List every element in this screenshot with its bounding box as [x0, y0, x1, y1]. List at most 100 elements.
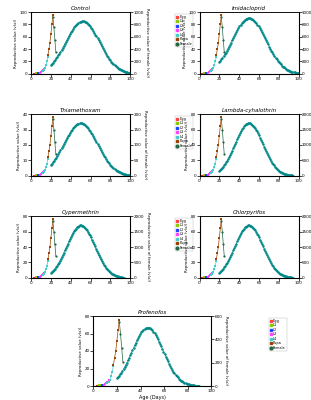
- Point: [202, 274, 207, 281]
- Point: [207, 273, 212, 280]
- Point: [35, 274, 40, 280]
- Point: [40, 170, 45, 177]
- Point: [222, 253, 227, 260]
- Point: [41, 169, 46, 175]
- Legend: Egg, L1, L2, L3, L4, Pupa, Female: Egg, L1, L2, L3, L4, Pupa, Female: [175, 14, 193, 47]
- Point: [104, 380, 109, 386]
- Point: [215, 46, 220, 52]
- Point: [206, 172, 211, 178]
- Point: [45, 53, 50, 60]
- Point: [38, 172, 43, 178]
- Point: [105, 380, 110, 386]
- Point: [221, 37, 226, 43]
- Y-axis label: Reproductive value (v(x)): Reproductive value (v(x)): [15, 18, 18, 68]
- Point: [44, 160, 49, 167]
- Point: [212, 266, 217, 272]
- Point: [52, 37, 57, 43]
- Point: [36, 70, 41, 76]
- Point: [117, 318, 122, 325]
- Point: [50, 216, 55, 222]
- Point: [215, 250, 220, 256]
- Point: [38, 70, 43, 76]
- Point: [111, 363, 116, 370]
- Point: [100, 382, 105, 388]
- Title: Profenofos: Profenofos: [138, 310, 167, 315]
- Point: [220, 228, 225, 235]
- Point: [35, 274, 39, 280]
- Point: [206, 70, 211, 76]
- Point: [221, 139, 226, 145]
- Point: [202, 172, 207, 178]
- Point: [219, 14, 224, 20]
- Point: [36, 274, 41, 280]
- Point: [97, 382, 102, 388]
- Point: [211, 269, 216, 276]
- Point: [203, 274, 208, 281]
- Point: [35, 70, 39, 76]
- Point: [45, 258, 50, 264]
- Legend: Egg, L1, L2, L3, L4, Pupa, Female: Egg, L1, L2, L3, L4, Pupa, Female: [175, 218, 193, 251]
- Point: [219, 12, 224, 18]
- Point: [219, 218, 224, 224]
- Point: [101, 382, 106, 388]
- Point: [34, 70, 39, 76]
- Point: [39, 273, 44, 279]
- Point: [209, 272, 214, 279]
- Point: [217, 132, 222, 139]
- Point: [218, 123, 223, 130]
- Point: [214, 53, 219, 60]
- Point: [36, 274, 41, 280]
- Point: [105, 378, 110, 385]
- Point: [50, 12, 55, 18]
- Point: [34, 274, 39, 281]
- Point: [45, 52, 50, 58]
- Point: [209, 170, 214, 177]
- Point: [39, 171, 44, 178]
- Point: [217, 234, 222, 241]
- Y-axis label: Reproductive value (v(x)): Reproductive value (v(x)): [183, 18, 187, 68]
- Point: [38, 70, 43, 76]
- Point: [218, 225, 223, 232]
- Y-axis label: Reproductive value of female (v(x)): Reproductive value of female (v(x)): [146, 212, 150, 282]
- Point: [214, 155, 219, 162]
- Title: Chlorpyrifos: Chlorpyrifos: [232, 210, 266, 215]
- Point: [202, 70, 207, 77]
- Point: [207, 69, 212, 76]
- Point: [202, 274, 207, 280]
- Point: [98, 382, 103, 388]
- Point: [45, 155, 50, 162]
- Point: [120, 358, 125, 365]
- Title: Imidacloprid: Imidacloprid: [232, 6, 266, 11]
- Point: [202, 172, 207, 179]
- Point: [204, 274, 209, 280]
- Legend: Egg, L1, L2, L3, L4, Pupa, Female: Egg, L1, L2, L3, L4, Pupa, Female: [175, 116, 193, 149]
- Point: [49, 132, 53, 139]
- Point: [33, 70, 38, 77]
- Point: [211, 65, 216, 72]
- Point: [217, 30, 222, 37]
- Point: [48, 40, 53, 46]
- Point: [34, 172, 39, 179]
- Point: [208, 68, 213, 74]
- Point: [43, 167, 48, 174]
- Point: [35, 172, 39, 179]
- Point: [49, 123, 54, 130]
- Point: [208, 170, 213, 177]
- Point: [220, 24, 225, 31]
- Point: [204, 274, 209, 280]
- Point: [41, 66, 46, 72]
- Point: [44, 62, 49, 68]
- Point: [206, 274, 211, 280]
- Point: [222, 49, 227, 56]
- Point: [110, 369, 115, 375]
- Point: [103, 381, 108, 388]
- Point: [32, 274, 37, 281]
- Point: [99, 382, 104, 388]
- Point: [118, 330, 123, 337]
- Point: [203, 274, 208, 280]
- Point: [209, 169, 214, 175]
- Point: [44, 58, 49, 65]
- Point: [206, 274, 211, 280]
- Point: [211, 167, 216, 174]
- Point: [112, 355, 117, 361]
